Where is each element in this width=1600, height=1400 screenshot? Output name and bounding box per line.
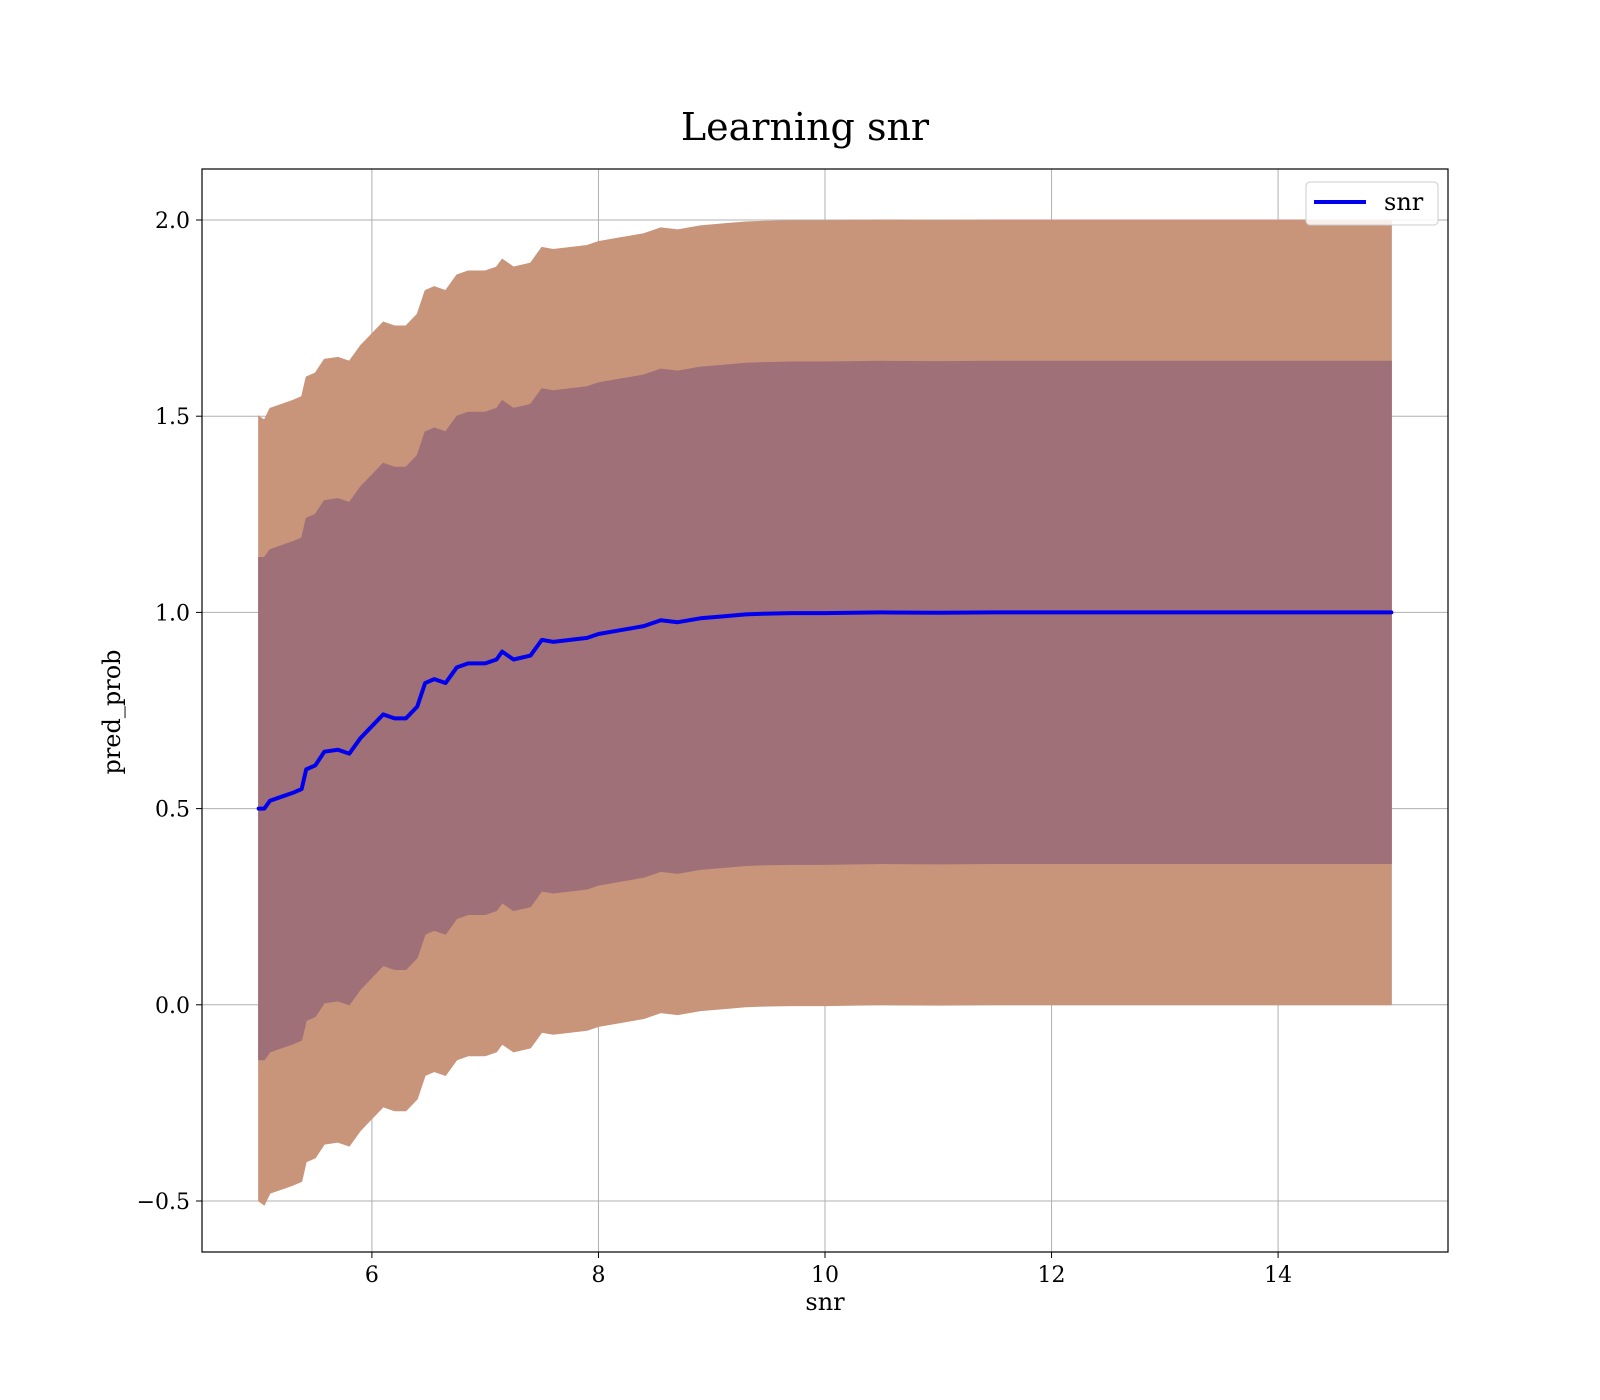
x-tick-label-4: 14 xyxy=(1264,1263,1292,1288)
band-inner xyxy=(258,360,1392,1061)
y-tick-label-4: 1.5 xyxy=(155,405,190,430)
y-tick-label-0: −0.5 xyxy=(137,1190,190,1215)
y-axis-ticks: −0.5 0.0 0.5 1.0 1.5 2.0 xyxy=(137,209,202,1215)
y-axis-label: pred_prob xyxy=(98,649,126,774)
legend: snr xyxy=(1305,181,1439,226)
series-line-snr xyxy=(256,610,1394,811)
x-tick-label-2: 10 xyxy=(811,1263,839,1288)
legend-label-snr: snr xyxy=(1384,188,1424,216)
x-axis-ticks: 6 8 10 12 14 xyxy=(365,1252,1292,1288)
x-axis-label: snr xyxy=(805,1288,845,1316)
confidence-bands xyxy=(258,219,1392,1206)
x-tick-label-0: 6 xyxy=(365,1263,379,1288)
legend-box xyxy=(1305,181,1439,226)
x-tick-label-3: 12 xyxy=(1038,1263,1066,1288)
x-tick-label-1: 8 xyxy=(591,1263,605,1288)
chart-title: Learning snr xyxy=(681,105,930,149)
y-tick-label-2: 0.5 xyxy=(155,798,190,823)
series-lines xyxy=(256,610,1394,811)
y-tick-label-1: 0.0 xyxy=(155,994,190,1019)
y-tick-label-3: 1.0 xyxy=(155,601,190,626)
y-tick-label-5: 2.0 xyxy=(155,209,190,234)
